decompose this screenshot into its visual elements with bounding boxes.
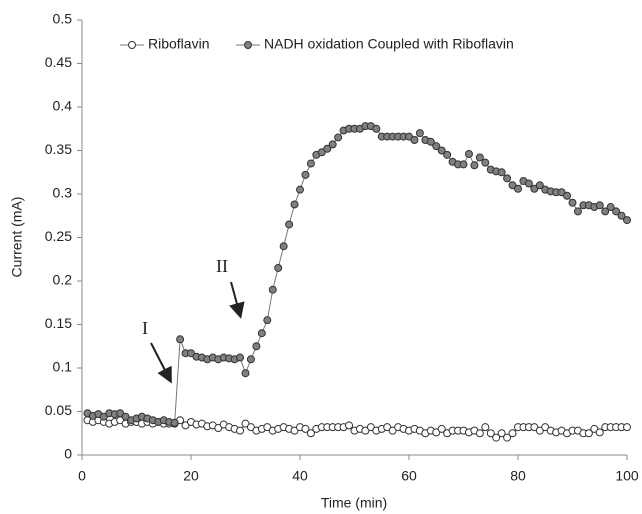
data-point (263, 316, 272, 325)
data-point (301, 170, 310, 179)
x-tick-label: 80 (510, 468, 526, 484)
legend-marker (128, 41, 136, 49)
data-point (623, 423, 631, 432)
legend-marker (244, 41, 252, 49)
y-tick-label: 0.2 (53, 272, 73, 288)
data-point (595, 201, 604, 210)
legend-label: Riboflavin (148, 36, 209, 52)
data-point (503, 174, 512, 183)
data-point (459, 160, 468, 169)
data-point (623, 216, 631, 225)
x-tick-label: 20 (183, 468, 199, 484)
data-point (492, 433, 501, 442)
data-point (290, 200, 299, 209)
data-point (437, 424, 446, 433)
data-point (301, 424, 310, 433)
data-point (563, 191, 572, 200)
data-point (503, 433, 512, 442)
data-point (170, 418, 179, 427)
data-point (415, 129, 424, 138)
data-point (481, 423, 490, 432)
y-tick-label: 0.35 (45, 141, 72, 157)
data-point (236, 353, 245, 362)
y-tick-label: 0 (64, 446, 72, 462)
data-point (426, 137, 435, 146)
data-point (257, 329, 266, 338)
data-point (464, 149, 473, 158)
x-axis-label: Time (min) (321, 495, 387, 511)
data-point (617, 211, 626, 220)
annotation-arrow (229, 281, 245, 319)
data-point (279, 242, 288, 251)
x-tick-label: 100 (615, 468, 639, 484)
y-tick-label: 0.25 (45, 228, 72, 244)
data-point (285, 220, 294, 229)
y-tick-label: 0.1 (53, 359, 73, 375)
y-tick-label: 0.5 (53, 11, 73, 27)
data-point (328, 140, 337, 149)
data-point (306, 429, 315, 438)
data-point (601, 207, 610, 216)
y-tick-label: 0.05 (45, 402, 72, 418)
data-point (475, 429, 484, 438)
data-point (595, 428, 604, 437)
y-tick-label: 0.15 (45, 315, 72, 331)
data-point (481, 158, 490, 167)
y-axis-label: Current (mA) (9, 197, 25, 278)
annotation-arrow (150, 342, 172, 384)
data-point (612, 207, 621, 216)
annotation: II (216, 256, 228, 276)
data-point (508, 429, 517, 438)
data-point (246, 355, 255, 364)
data-point (475, 153, 484, 162)
x-tick-label: 0 (78, 468, 86, 484)
annotation: I (142, 318, 148, 338)
data-point (606, 203, 615, 212)
data-point (584, 429, 593, 438)
data-point (372, 124, 381, 133)
data-point (410, 136, 419, 145)
data-point (274, 263, 283, 272)
data-point (535, 181, 544, 190)
data-point (268, 285, 277, 294)
data-point (514, 184, 522, 193)
data-point (568, 198, 577, 207)
data-point (573, 207, 582, 216)
data-point (345, 421, 354, 430)
data-point (296, 185, 304, 194)
data-point (252, 342, 261, 351)
data-point (236, 426, 245, 435)
y-tick-label: 0.4 (53, 98, 73, 114)
data-point (241, 369, 250, 378)
data-point (437, 146, 446, 155)
data-point (486, 429, 495, 438)
legend-label: NADH oxidation Coupled with Riboflavin (264, 36, 514, 52)
data-point (524, 179, 533, 188)
data-point (176, 335, 185, 344)
x-tick-label: 40 (292, 468, 308, 484)
data-point (432, 142, 441, 151)
y-tick-label: 0.3 (53, 185, 73, 201)
data-point (306, 159, 315, 168)
data-point (323, 144, 332, 153)
y-tick-label: 0.45 (45, 54, 72, 70)
data-point (334, 133, 343, 142)
data-point (497, 168, 506, 177)
data-point (443, 150, 452, 159)
x-tick-label: 60 (401, 468, 417, 484)
data-point (497, 429, 506, 438)
data-point (470, 161, 479, 170)
